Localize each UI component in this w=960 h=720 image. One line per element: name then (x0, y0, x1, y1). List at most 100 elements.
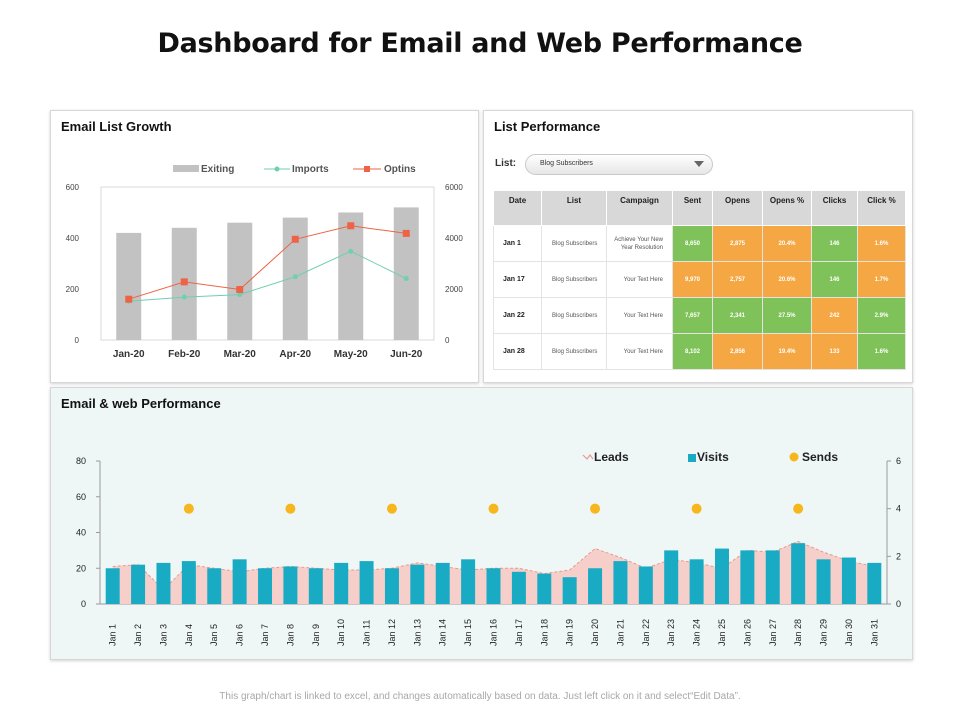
bar-visits (283, 566, 298, 604)
bar-visits (258, 568, 273, 604)
column-header: Opens (712, 190, 763, 226)
legend-swatch-sends (789, 452, 799, 462)
campaign-cell: Your Text Here (606, 297, 673, 334)
campaign-cell: Your Text Here (606, 333, 673, 370)
bar-visits (638, 566, 653, 604)
point-optins (180, 278, 188, 286)
chevron-down-icon[interactable] (694, 161, 704, 167)
x-tick-label: Jan 3 (158, 624, 168, 646)
bar-visits (791, 543, 806, 604)
footnote: This graph/chart is linked to excel, and… (219, 691, 741, 702)
bar-exiting (393, 207, 419, 340)
list-performance-table: Date List Campaign Sent Opens Opens % Cl… (493, 190, 906, 370)
list-cell: Blog Subscribers (541, 297, 607, 334)
sent-cell: 7,657 (672, 297, 713, 334)
x-tick-label: Jan 20 (590, 619, 600, 646)
legend-label-visits: Visits (697, 450, 729, 464)
y-right-tick-label: 4000 (445, 234, 463, 243)
x-tick-label: Jan 28 (793, 619, 803, 646)
table-header-row: Date List Campaign Sent Opens Opens % Cl… (493, 190, 906, 226)
bar-visits (232, 559, 247, 604)
x-tick-label: Jan 21 (615, 619, 625, 646)
point-imports (403, 276, 409, 282)
list-dropdown-value: Blog Subscribers (540, 160, 593, 167)
column-header: List (541, 190, 607, 226)
x-tick-label: Jan 29 (819, 619, 829, 646)
bar-visits (384, 568, 399, 604)
y-left-tick-label: 20 (76, 563, 86, 573)
legend-label-exiting: Exiting (201, 164, 234, 175)
email-web-performance-chart[interactable]: 0 20 40 60 80 0 2 4 6 Jan 1 Jan 2 Jan 3 Jan 4 Jan 5 Ja… (51, 388, 914, 661)
x-tick-label: Jan 18 (539, 619, 549, 646)
column-header: Sent (672, 190, 713, 226)
x-tick-label: Jan 16 (489, 619, 499, 646)
bar-visits (689, 559, 704, 604)
x-tick-label: Jan 27 (768, 619, 778, 646)
bar-visits (765, 550, 780, 604)
y-right-tick-label: 2000 (445, 285, 463, 294)
x-tick-label: Jan 22 (641, 619, 651, 646)
x-tick-label: Jan 10 (336, 619, 346, 646)
point-optins (125, 295, 133, 303)
point-imports (181, 294, 187, 300)
column-header: Campaign (606, 190, 673, 226)
date: Jan 1 (493, 225, 542, 262)
campaign-cell: Achieve Your New Year Resolution (606, 225, 673, 262)
legend-label-optins: Optins (384, 164, 416, 175)
clicks-cell: 146 (811, 261, 858, 298)
legend-label-leads: Leads (594, 450, 629, 464)
x-tick-label: Jan 1 (108, 624, 118, 646)
y-left-tick-label: 0 (81, 599, 86, 609)
bar-visits (537, 573, 552, 604)
x-tick-label: Jan 12 (387, 619, 397, 646)
y-left-tick-label: 60 (76, 492, 86, 502)
x-tick-label: Mar-20 (224, 349, 257, 360)
date: Jan 22 (493, 297, 542, 334)
bar-visits (181, 561, 196, 604)
point-optins (402, 229, 410, 237)
y-right-tick-label: 6 (896, 456, 901, 466)
column-header: Clicks (811, 190, 858, 226)
click-pct-cell: 1.7% (857, 261, 906, 298)
y-right-tick-label: 6000 (445, 183, 463, 192)
list-performance-panel: List Performance List: Blog Subscribers … (483, 110, 913, 383)
bar-visits (334, 562, 349, 604)
x-tick-label: Jan 4 (184, 624, 194, 646)
bar-visits (105, 568, 120, 604)
point-sends (386, 503, 397, 514)
column-header: Opens % (762, 190, 812, 226)
legend-label-sends: Sends (802, 450, 838, 464)
x-tick-label: Jan 26 (742, 619, 752, 646)
clicks-cell: 146 (811, 225, 858, 262)
x-tick-label: Jan 30 (844, 619, 854, 646)
x-tick-label: Jan 23 (666, 619, 676, 646)
y-left-tick-label: 200 (66, 285, 80, 294)
bar-visits (410, 564, 425, 604)
opens-cell: 2,757 (712, 261, 763, 298)
plot-area (100, 186, 435, 341)
opens-pct-cell: 20.6% (762, 261, 812, 298)
opens-cell: 2,875 (712, 225, 763, 262)
bar-visits (714, 548, 729, 604)
bar-visits (841, 557, 856, 604)
legend-swatch-visits (688, 454, 696, 462)
bar-visits (664, 550, 679, 604)
bar-visits (461, 559, 476, 604)
bar-visits (486, 568, 501, 604)
opens-pct-cell: 19.4% (762, 333, 812, 370)
table-row: Jan 22 Blog Subscribers Your Text Here 7,65… (493, 297, 906, 334)
legend-swatch-exiting (173, 165, 199, 172)
list-dropdown[interactable]: Blog Subscribers (525, 154, 713, 175)
legend-label-imports: Imports (292, 164, 329, 175)
x-tick-label: Jan 15 (463, 619, 473, 646)
point-optins (291, 235, 299, 243)
point-sends (183, 503, 194, 514)
x-tick-label: Jun-20 (390, 349, 423, 360)
clicks-cell: 133 (811, 333, 858, 370)
date: Jan 28 (493, 333, 542, 370)
point-optins (347, 222, 355, 230)
y-left-tick-label: 0 (75, 336, 80, 345)
x-tick-label: Jan 24 (692, 619, 702, 646)
y-left-tick-label: 600 (66, 183, 80, 192)
